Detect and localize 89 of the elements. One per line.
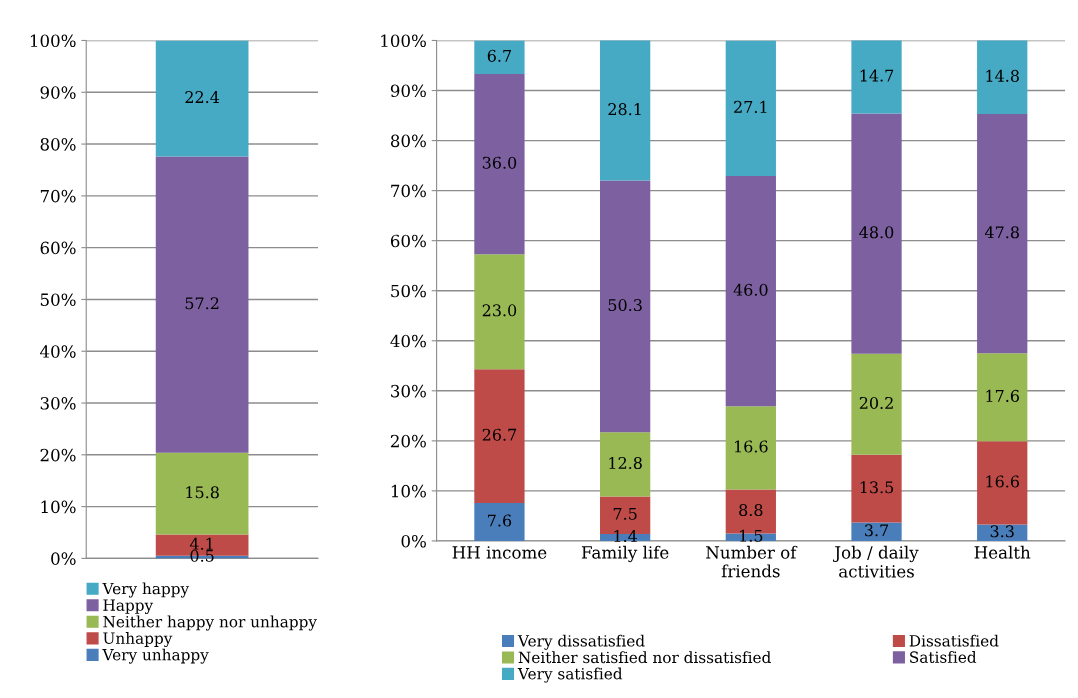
legend-label: Satisfied: [910, 651, 977, 663]
bar: [725, 176, 776, 407]
bar: [851, 522, 902, 541]
legend-label: Neither happy nor unhappy: [103, 615, 317, 631]
data-label: 13.5: [860, 481, 894, 494]
y-tick-label: 0%: [401, 534, 426, 548]
y-tick-label: 30%: [40, 396, 76, 410]
bar: [474, 369, 525, 503]
x-tick-label: HH income: [452, 546, 547, 559]
y-tick-label: 60%: [390, 234, 426, 248]
y-tick-label: 50%: [40, 293, 76, 307]
y-tick-label: 20%: [40, 448, 76, 462]
bar: [977, 114, 1028, 354]
data-label: 3.3: [990, 525, 1014, 538]
bar: [851, 40, 902, 114]
data-label: 0.5: [190, 549, 214, 562]
data-label: 7.6: [488, 514, 512, 527]
bar: [155, 40, 249, 157]
bar: [474, 40, 525, 75]
bar: [851, 353, 902, 455]
y-tick-label: 70%: [40, 189, 76, 203]
data-label: 36.0: [482, 156, 517, 169]
data-label: 6.7: [487, 49, 511, 62]
y-tick-label: 80%: [40, 138, 76, 151]
data-label: 22.4: [185, 91, 220, 104]
bar: [474, 502, 525, 541]
legend-label: Unhappy: [103, 632, 173, 648]
data-label: 48.0: [859, 226, 894, 239]
data-label: 17.6: [986, 389, 1019, 402]
x-tick-label: Family life: [581, 545, 669, 563]
data-label: 12.8: [609, 456, 642, 470]
legend-label: Dissatisfied: [909, 634, 999, 647]
bar: [474, 254, 525, 370]
y-tick-label: 10%: [391, 484, 426, 498]
data-label: 14.8: [986, 69, 1019, 82]
data-label: 28.1: [608, 103, 641, 116]
data-label: 26.7: [482, 428, 517, 441]
data-label: 14.7: [860, 69, 894, 82]
y-tick-label: 90%: [40, 86, 76, 99]
data-label: 16.6: [986, 475, 1019, 488]
x-tick-label: Number of friends: [706, 545, 798, 578]
x-tick-label: Health: [974, 545, 1031, 559]
data-label: 16.6: [734, 440, 768, 453]
y-tick-label: 50%: [391, 284, 426, 298]
data-label: 46.0: [733, 283, 768, 296]
bar: [977, 40, 1028, 115]
data-label: 57.2: [185, 297, 219, 310]
bar: [155, 452, 249, 535]
bar: [155, 156, 249, 453]
data-label: 27.1: [734, 100, 767, 113]
data-label: 3.7: [865, 524, 889, 537]
y-tick-label: 100%: [30, 34, 76, 48]
y-tick-label: 40%: [39, 345, 76, 358]
bar: [977, 441, 1028, 525]
legend-label: Very dissatisfied: [517, 634, 645, 650]
y-tick-label: 30%: [391, 384, 426, 398]
bar: [599, 180, 651, 433]
y-tick-label: 0%: [51, 552, 76, 565]
data-label: 47.8: [984, 226, 1019, 239]
bar: [725, 40, 776, 177]
y-tick-label: 10%: [41, 500, 76, 514]
y-tick-label: 100%: [381, 34, 426, 48]
bar: [977, 353, 1028, 442]
bar: [599, 432, 651, 497]
data-label: 23.0: [482, 304, 517, 317]
bar: [599, 40, 651, 181]
data-label: 50.3: [608, 299, 642, 312]
bar: [977, 524, 1028, 541]
legend-label: Very happy: [102, 582, 190, 598]
y-tick-label: 20%: [390, 434, 426, 448]
x-tick-label: Job / daily activities: [832, 545, 919, 578]
legend-label: Very satisfied: [517, 667, 623, 683]
bar: [725, 406, 776, 490]
data-label: 4.1: [189, 537, 213, 550]
y-tick-label: 70%: [391, 184, 426, 198]
y-tick-label: 60%: [40, 241, 76, 255]
data-label: 20.2: [859, 396, 893, 409]
y-tick-label: 40%: [390, 334, 426, 348]
y-tick-label: 80%: [390, 134, 426, 148]
data-label: 8.8: [739, 503, 763, 517]
y-tick-label: 90%: [390, 84, 426, 98]
legend-label: Happy: [103, 599, 154, 615]
data-label: 7.5: [613, 507, 637, 520]
bar: [851, 113, 902, 354]
legend-label: Very unhappy: [102, 648, 209, 664]
bar: [474, 74, 525, 255]
legend-label: Neither satisfied nor dissatisfied: [518, 651, 771, 664]
bar: [851, 454, 902, 523]
data-label: 15.8: [186, 486, 219, 499]
